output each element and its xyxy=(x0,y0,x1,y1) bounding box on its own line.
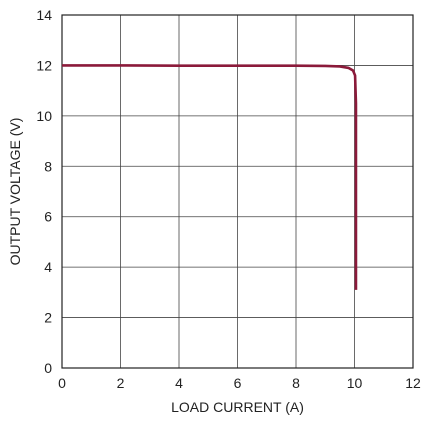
x-tick-label: 12 xyxy=(405,375,421,391)
x-axis-label: LOAD CURRENT (A) xyxy=(171,399,304,415)
y-tick-label: 0 xyxy=(44,360,52,376)
x-tick-label: 2 xyxy=(117,375,125,391)
x-tick-label: 10 xyxy=(347,375,363,391)
y-tick-label: 12 xyxy=(36,57,52,73)
x-tick-label: 0 xyxy=(58,375,66,391)
series-line xyxy=(62,64,358,290)
y-tick-label: 14 xyxy=(36,7,52,23)
x-tick-label: 8 xyxy=(292,375,300,391)
x-tick-label: 6 xyxy=(234,375,242,391)
y-axis-label: OUTPUT VOLTAGE (V) xyxy=(7,118,23,266)
y-tick-label: 4 xyxy=(44,259,52,275)
x-tick-label: 4 xyxy=(175,375,183,391)
y-tick-label: 8 xyxy=(44,158,52,174)
y-tick-labels: 0 2 4 6 8 10 12 14 xyxy=(36,7,52,376)
y-tick-label: 6 xyxy=(44,209,52,225)
x-tick-labels: 0 2 4 6 8 10 12 xyxy=(58,375,421,391)
grid-lines xyxy=(61,14,414,369)
plot-frame xyxy=(61,14,414,369)
y-tick-label: 2 xyxy=(44,310,52,326)
y-tick-label: 10 xyxy=(36,108,52,124)
